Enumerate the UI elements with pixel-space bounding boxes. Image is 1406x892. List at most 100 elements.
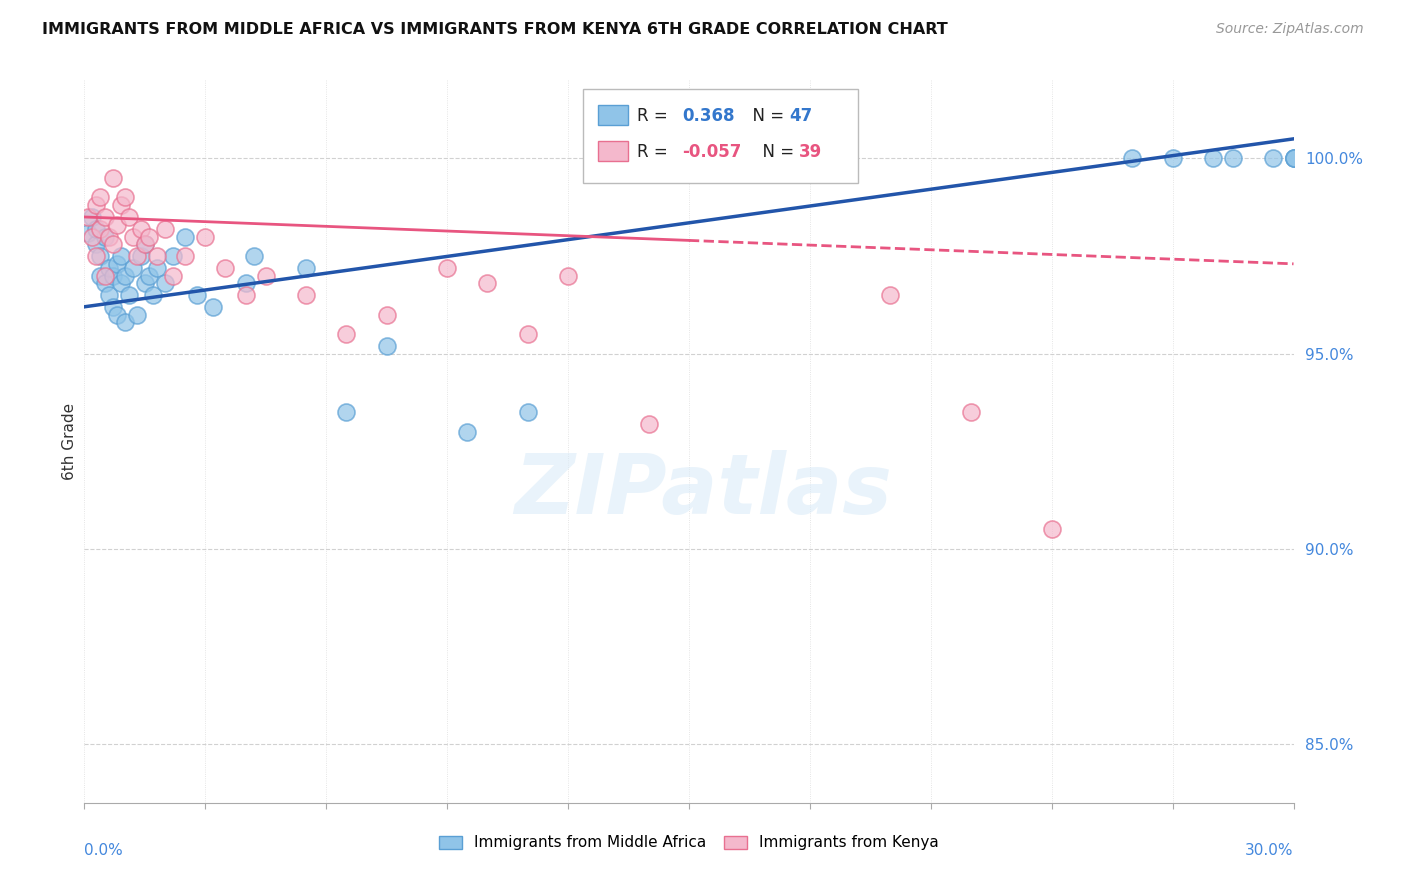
Text: 39: 39 <box>799 143 823 161</box>
Point <box>121 229 143 244</box>
Point <box>105 218 128 232</box>
Point <box>105 257 128 271</box>
Point <box>114 268 136 283</box>
Point <box>86 198 108 212</box>
Point <box>1263 152 1285 166</box>
Point <box>456 425 478 439</box>
Point <box>134 237 156 252</box>
Point <box>235 288 257 302</box>
Point <box>375 339 398 353</box>
Point <box>89 249 111 263</box>
Point <box>637 417 659 431</box>
Text: -0.057: -0.057 <box>682 143 741 161</box>
Point <box>202 300 225 314</box>
Point <box>557 268 579 283</box>
Point <box>295 260 318 275</box>
Point <box>1282 152 1305 166</box>
Point <box>1222 152 1244 166</box>
Point <box>162 268 184 283</box>
Point <box>125 249 148 263</box>
Point <box>1161 152 1184 166</box>
Point <box>254 268 277 283</box>
Point <box>335 327 357 342</box>
Point <box>146 260 169 275</box>
Point <box>105 308 128 322</box>
Text: 0.0%: 0.0% <box>84 843 124 857</box>
Point <box>242 249 264 263</box>
Point <box>375 308 398 322</box>
Point <box>77 226 100 240</box>
Y-axis label: 6th Grade: 6th Grade <box>62 403 77 480</box>
Point <box>477 277 499 291</box>
Point <box>186 288 208 302</box>
Point <box>516 327 538 342</box>
Point <box>194 229 217 244</box>
Point <box>516 405 538 419</box>
Text: Source: ZipAtlas.com: Source: ZipAtlas.com <box>1216 22 1364 37</box>
Point <box>97 260 120 275</box>
Point <box>1282 152 1305 166</box>
Point <box>114 315 136 329</box>
Point <box>1202 152 1225 166</box>
Text: ZIPatlas: ZIPatlas <box>515 450 891 531</box>
Point <box>110 198 132 212</box>
Text: N =: N = <box>742 107 790 125</box>
Point <box>134 237 156 252</box>
Text: 0.368: 0.368 <box>682 107 734 125</box>
Point <box>114 190 136 204</box>
Point <box>153 221 176 235</box>
Point <box>97 288 120 302</box>
Point <box>118 210 141 224</box>
Text: N =: N = <box>752 143 800 161</box>
Point <box>97 229 120 244</box>
Point <box>146 249 169 263</box>
Point <box>93 277 115 291</box>
Point <box>101 237 124 252</box>
Point <box>118 288 141 302</box>
Point <box>142 288 165 302</box>
Point <box>82 229 104 244</box>
Point <box>138 268 160 283</box>
Text: 47: 47 <box>789 107 813 125</box>
Point <box>129 221 152 235</box>
Point <box>960 405 983 419</box>
Point <box>93 268 115 283</box>
Point <box>1121 152 1143 166</box>
Legend: Immigrants from Middle Africa, Immigrants from Kenya: Immigrants from Middle Africa, Immigrant… <box>433 830 945 856</box>
Point <box>335 405 357 419</box>
Point <box>235 277 257 291</box>
Point <box>879 288 901 302</box>
Point <box>174 249 197 263</box>
Point <box>89 268 111 283</box>
Point <box>89 221 111 235</box>
Point <box>101 268 124 283</box>
Point <box>86 237 108 252</box>
Point <box>295 288 318 302</box>
Point <box>153 277 176 291</box>
Point <box>93 210 115 224</box>
Point <box>174 229 197 244</box>
Point <box>101 300 124 314</box>
Point <box>129 249 152 263</box>
Point <box>125 308 148 322</box>
Point <box>121 260 143 275</box>
Point <box>93 229 115 244</box>
Point <box>134 277 156 291</box>
Point <box>86 221 108 235</box>
Point <box>101 170 124 185</box>
Point <box>214 260 236 275</box>
Point <box>1040 523 1063 537</box>
Text: R =: R = <box>637 143 668 161</box>
Point <box>89 190 111 204</box>
Point <box>1282 152 1305 166</box>
Point <box>110 249 132 263</box>
Text: 30.0%: 30.0% <box>1246 843 1294 857</box>
Point <box>77 210 100 224</box>
Text: IMMIGRANTS FROM MIDDLE AFRICA VS IMMIGRANTS FROM KENYA 6TH GRADE CORRELATION CHA: IMMIGRANTS FROM MIDDLE AFRICA VS IMMIGRA… <box>42 22 948 37</box>
Text: R =: R = <box>637 107 678 125</box>
Point <box>162 249 184 263</box>
Point <box>436 260 458 275</box>
Point <box>86 249 108 263</box>
Point <box>110 277 132 291</box>
Point <box>82 210 104 224</box>
